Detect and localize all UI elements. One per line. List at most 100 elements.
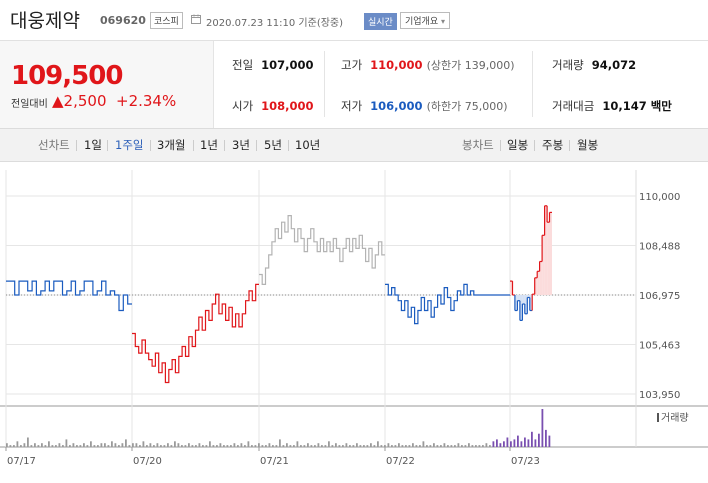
volume-bar [121,443,124,447]
x-tick-label: 07/20 [133,456,162,467]
stat-value: 106,000 [370,99,423,113]
volume-bar [426,445,428,447]
volume-bar [513,439,516,447]
clock-icon [191,14,201,24]
volume-bar [156,443,159,447]
volume-bar [72,443,75,447]
volume-bar [506,437,509,447]
volume-bar [356,443,358,447]
area-fill [514,295,518,311]
volume-bar [16,441,19,447]
volume-bar [447,445,449,447]
volume-bar [503,441,505,447]
volume-bar [114,443,117,447]
stat-volume: 거래량 94,072 [552,57,636,73]
x-tick-label: 07/22 [386,456,415,467]
volume-legend-icon [657,413,659,422]
volume-bar [146,445,148,447]
divider [500,140,501,151]
stat-label: 고가 [341,58,363,72]
volume-bar [384,445,386,447]
volume-bar [69,445,71,447]
volume-bar [478,445,481,447]
volume-bar [461,445,463,447]
volume-bar [440,445,442,447]
volume-bar [324,445,327,447]
volume-bar [359,445,362,447]
tab-3y[interactable]: 3년 [232,138,250,152]
tab-weekly-candle[interactable]: 주봉 [542,138,564,152]
volume-bar [132,443,134,447]
tab-3m[interactable]: 3개월 [157,138,186,152]
volume-bar [335,443,337,447]
realtime-button[interactable]: 실시간 [364,13,397,30]
volume-bar [429,445,432,447]
company-overview-dropdown[interactable]: 기업개요 ▾ [400,12,451,29]
volume-bar [545,429,547,447]
tab-monthly-candle[interactable]: 월봉 [577,138,599,152]
volume-bar [79,445,82,447]
volume-bar [310,445,313,447]
stat-value: 94,072 [591,58,637,72]
volume-bar [142,441,145,447]
volume-bar [457,443,460,447]
divider [150,140,151,151]
volume-bar [41,443,43,447]
volume-bar [9,445,12,447]
area-fill [544,205,548,295]
volume-bar [219,443,222,447]
volume-legend-label: 거래량 [661,412,689,424]
tab-10y[interactable]: 10년 [295,138,321,152]
compare-label: 전일대비 [11,99,48,110]
volume-bar [496,439,498,447]
volume-bar [471,445,474,447]
volume-bar [97,445,99,447]
volume-bar [153,445,155,447]
volume-bar [391,445,393,447]
price-line-07-17 [6,280,132,312]
area-fill [542,235,545,295]
stat-label: 전일 [232,58,254,72]
volume-bar [454,445,456,447]
area-fill [510,281,513,295]
quote-stats: 전일 107,000 시가 108,000 고가 110,000 (상한가 139,00… [214,41,708,128]
area-fill [534,277,538,295]
volume-bar [548,435,551,447]
volume-bar [296,441,299,447]
x-tick-label: 07/21 [260,456,289,467]
volume-bar [76,445,78,447]
volume-bar [286,443,288,447]
current-price-panel: 109,500 전일대비 ▲2,500 +2.34% [0,41,214,128]
tab-daily-candle[interactable]: 일봉 [507,138,529,152]
volume-bar [209,441,211,447]
volume-bar [247,441,250,447]
volume-bar [464,445,467,447]
volume-bar [65,439,68,447]
volume-bar [160,445,162,447]
price-change-value: 2,500 [63,92,107,110]
volume-bar [303,445,306,447]
area-fill [524,295,528,314]
volume-bar [331,445,334,447]
area-fill [549,212,552,295]
price-chart[interactable]: 110,000 108,488 106,975 105,463 103,950 거래량 07… [0,170,708,483]
volume-bar [321,445,323,447]
tab-5y[interactable]: 5년 [264,138,282,152]
volume-bar [468,443,470,447]
volume-bar [233,443,236,447]
volume-bar [436,445,439,447]
stat-value: 108,000 [261,99,314,113]
current-price: 109,500 [11,61,123,91]
volume-bar [524,437,526,447]
volume-bar [226,445,229,447]
volume-bar [527,439,530,447]
tab-1w[interactable]: 1주일 [115,138,144,152]
volume-bar [293,445,295,447]
tab-1y[interactable]: 1년 [200,138,218,152]
volume-bar [167,443,169,447]
y-tick-label: 103,950 [639,390,680,401]
divider [324,51,325,117]
tab-1d[interactable]: 1일 [84,138,102,152]
volume-bar [314,445,316,447]
volume-bar [405,445,407,447]
